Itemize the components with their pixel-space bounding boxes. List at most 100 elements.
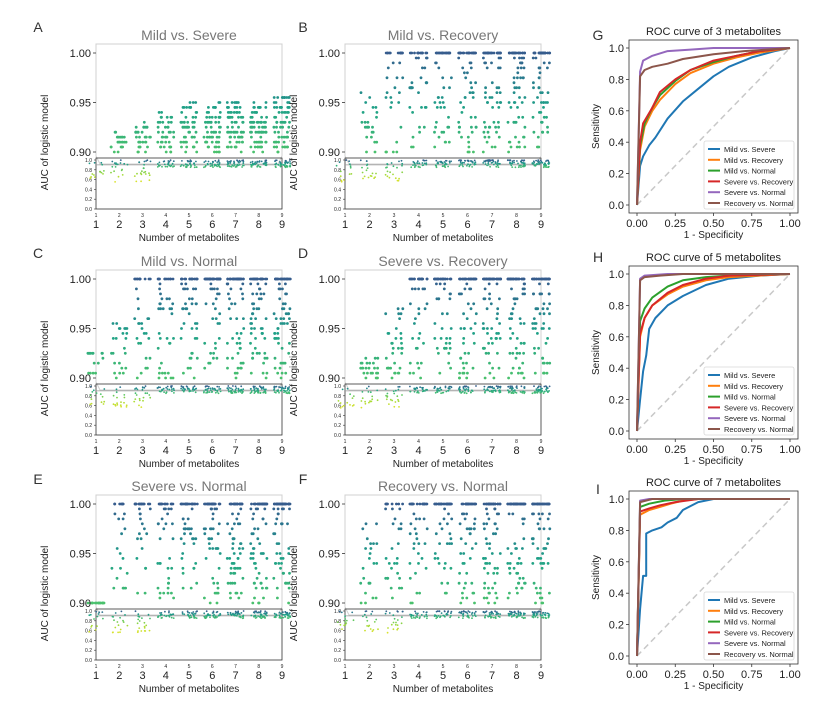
data-point [513, 101, 517, 104]
inset-x-tick-label: 2 [118, 664, 121, 670]
data-point [116, 150, 120, 154]
data-point [487, 351, 490, 355]
inset-data-point [425, 162, 428, 165]
data-point [424, 566, 428, 570]
inset-x-tick-label: 8 [515, 439, 518, 445]
data-point [486, 332, 489, 335]
inset-data-point [259, 391, 262, 394]
data-point [372, 542, 375, 545]
data-point [91, 371, 95, 375]
data-point [465, 571, 469, 575]
data-point [397, 101, 401, 104]
data-point [399, 527, 403, 531]
data-point [257, 571, 261, 575]
data-point [283, 277, 286, 281]
data-point [442, 287, 446, 291]
inset-data-point [280, 389, 282, 392]
inset-data-point [416, 391, 418, 394]
inset-data-point [95, 610, 98, 613]
inset-data-point [515, 385, 518, 387]
data-point [510, 371, 513, 375]
data-point [287, 601, 290, 605]
data-point [522, 502, 526, 506]
inset-data-point [351, 611, 354, 614]
data-point [518, 51, 521, 55]
legend-label: Severe vs. Normal [724, 414, 786, 423]
data-point [548, 51, 551, 55]
data-point [249, 507, 253, 511]
data-point [495, 130, 498, 134]
inset-data-point [236, 615, 238, 617]
inset-data-point [211, 163, 214, 165]
inset-data-point [398, 406, 400, 408]
inset-data-point [213, 164, 216, 167]
data-point [287, 96, 291, 99]
data-point [389, 96, 393, 99]
inset-data-point [285, 392, 288, 394]
data-point [249, 332, 253, 335]
inset-data-point [400, 159, 403, 162]
data-point [280, 371, 284, 375]
data-point [371, 125, 374, 129]
data-point [251, 277, 255, 281]
data-point [482, 502, 486, 506]
data-point [468, 557, 472, 560]
data-point [195, 502, 199, 506]
inset-data-point [547, 612, 550, 615]
data-point [396, 307, 400, 311]
data-point [277, 562, 281, 565]
data-point [263, 356, 267, 360]
data-point [260, 130, 263, 134]
data-point [443, 562, 447, 565]
data-point [139, 537, 143, 541]
data-point [236, 566, 240, 570]
data-point [423, 287, 426, 291]
x-axis-label: Number of metabolites [139, 233, 240, 244]
data-point [435, 120, 438, 124]
data-point [206, 145, 210, 149]
data-point [133, 317, 137, 320]
inset-data-point [492, 163, 495, 166]
inset-data-point [123, 396, 126, 399]
data-point [207, 361, 211, 365]
inset-data-point [520, 160, 522, 163]
data-point [280, 111, 284, 114]
inset-data-point [279, 165, 282, 167]
data-point [534, 327, 537, 330]
data-point [544, 341, 548, 345]
data-point [118, 371, 122, 375]
x-tick-label: 0.50 [703, 218, 724, 230]
data-point [170, 312, 174, 316]
inset-data-point [254, 385, 256, 388]
data-point [359, 581, 363, 585]
data-point [280, 522, 283, 526]
inset-data-point [425, 611, 428, 614]
inset-data-point [189, 614, 192, 617]
inset-data-point [420, 614, 423, 616]
data-point [214, 120, 218, 124]
data-point [442, 86, 446, 90]
data-point [532, 292, 535, 296]
data-point [541, 130, 544, 134]
inset-x-tick-label: 5 [188, 664, 191, 670]
data-point [485, 140, 489, 144]
data-point [483, 287, 487, 291]
data-point [208, 537, 211, 541]
inset-data-point [348, 160, 350, 163]
inset-data-point [234, 385, 237, 388]
data-point [229, 287, 233, 291]
inset-data-point [287, 391, 290, 394]
inset-data-point [410, 166, 413, 169]
data-point [136, 537, 139, 541]
data-point [253, 140, 257, 144]
inset-data-point [124, 614, 126, 616]
data-point [190, 297, 194, 301]
inset-data-point [217, 163, 219, 166]
data-point [217, 566, 221, 570]
data-point [240, 135, 243, 139]
data-point [276, 507, 280, 511]
inset-y-tick-label: 0.0 [85, 207, 92, 213]
data-point [112, 150, 116, 154]
data-point [228, 297, 231, 301]
data-point [408, 532, 412, 536]
